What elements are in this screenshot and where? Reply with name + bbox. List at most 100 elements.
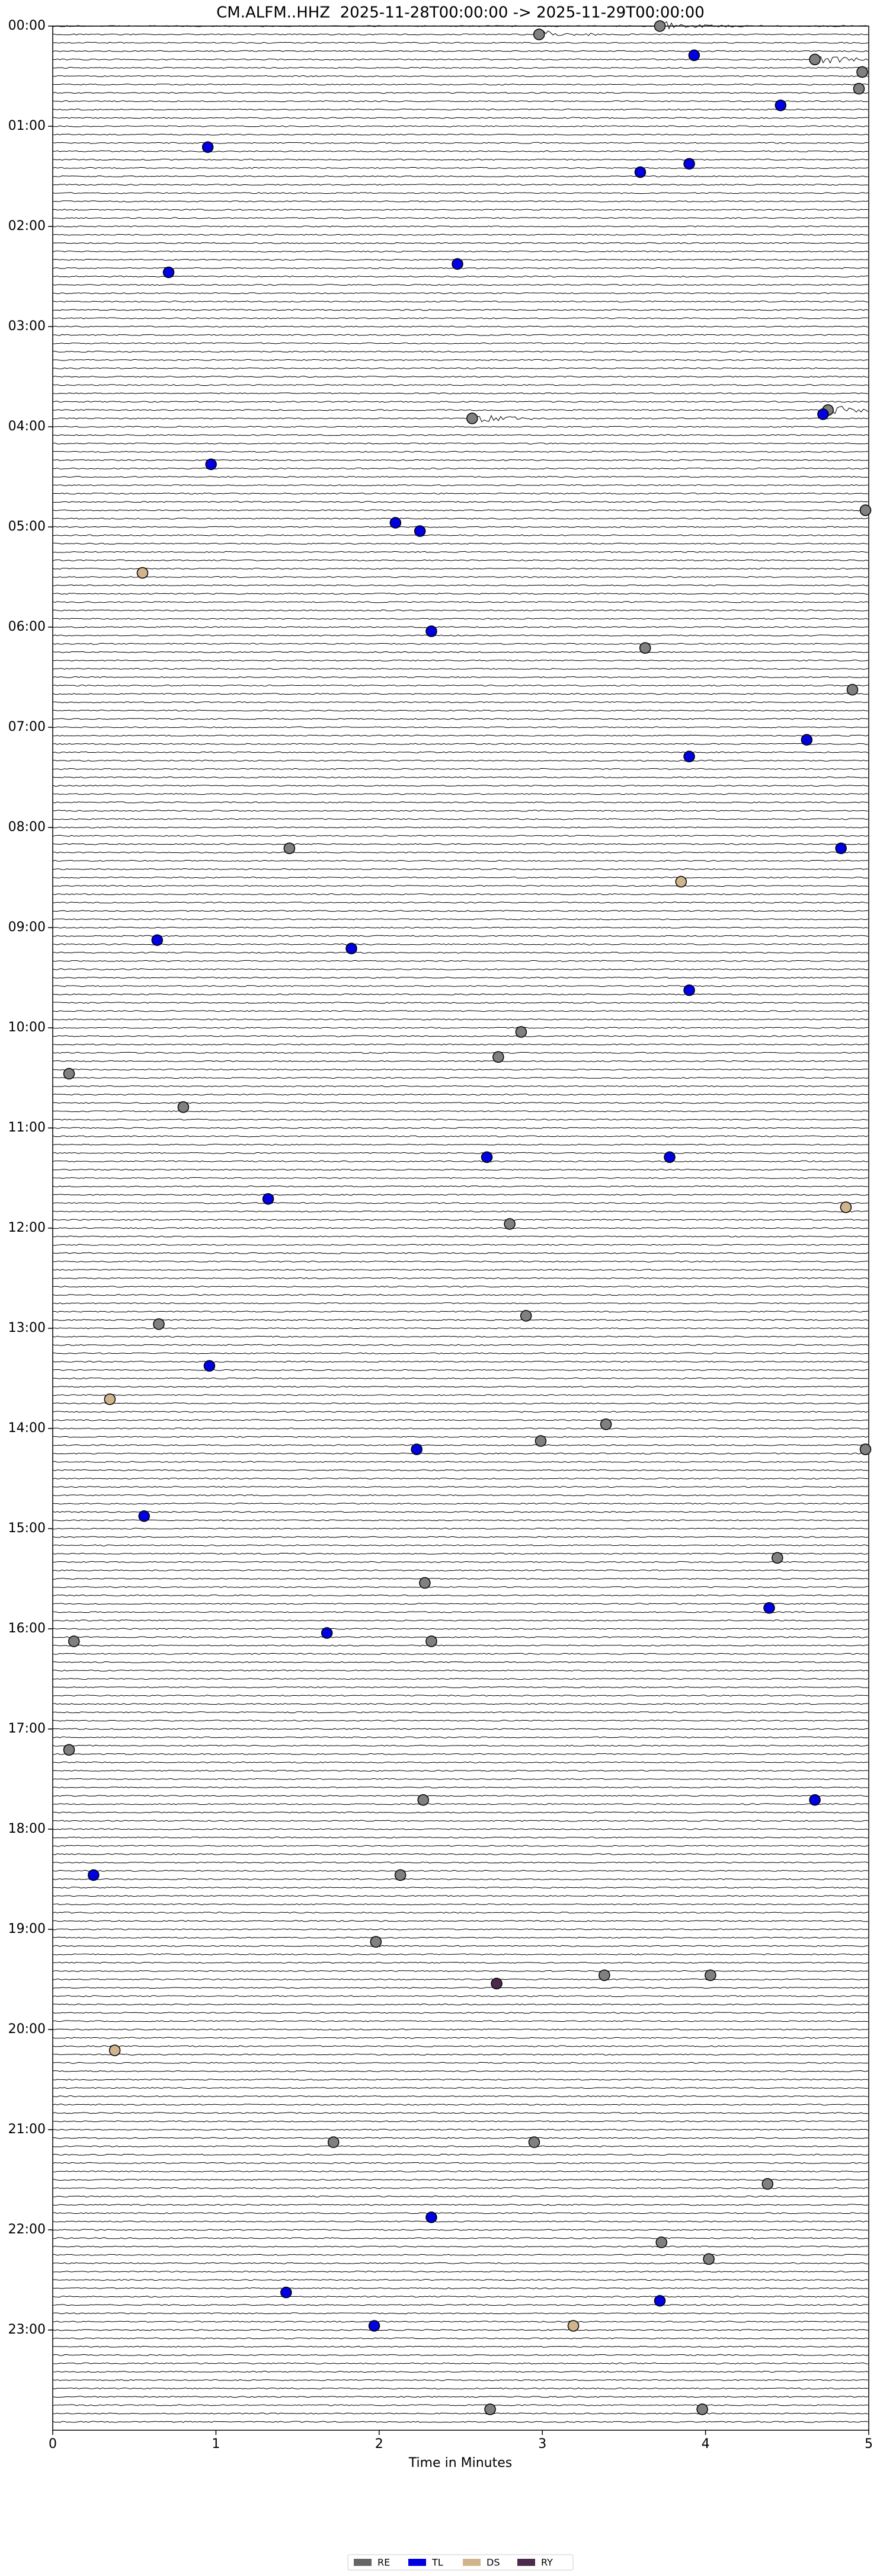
event-marker — [817, 408, 829, 420]
trace-line — [52, 685, 869, 687]
trace-line — [52, 2245, 869, 2248]
event-marker — [345, 942, 357, 954]
trace-line — [52, 1720, 869, 1722]
trace-line — [52, 1319, 869, 1321]
legend-label: RY — [541, 2557, 553, 2568]
trace-line — [52, 2053, 869, 2056]
y-tick-label: 18:00 — [8, 1821, 46, 1836]
trace-line — [52, 209, 869, 211]
trace-line — [52, 968, 869, 970]
trace-line — [52, 133, 869, 136]
event-marker — [664, 1151, 676, 1164]
trace-line — [52, 2062, 869, 2064]
event-marker — [68, 1635, 80, 1647]
trace-line — [52, 2003, 869, 2006]
y-tick-label: 00:00 — [8, 18, 46, 33]
trace-line — [52, 843, 869, 845]
trace-line — [52, 1452, 869, 1455]
x-tick-label: 4 — [702, 2437, 710, 2452]
trace-line — [52, 2329, 869, 2331]
trace-line — [52, 1177, 869, 1180]
trace-line — [52, 1369, 869, 1371]
trace-line — [52, 2195, 869, 2198]
trace-line — [52, 284, 869, 286]
trace-line — [52, 1703, 869, 1705]
trace-line — [52, 542, 869, 545]
trace-line — [52, 117, 869, 119]
event-marker — [504, 1218, 516, 1230]
trace-line — [52, 1536, 869, 1538]
trace-line — [52, 301, 869, 303]
trace-line — [52, 1744, 869, 1747]
trace-line — [52, 2212, 869, 2214]
trace-line — [52, 902, 869, 904]
event-marker — [88, 1869, 100, 1881]
trace-line — [52, 1135, 869, 1137]
trace-line — [52, 367, 869, 369]
trace-line — [52, 1769, 869, 1772]
trace-line — [52, 993, 869, 996]
trace-line — [52, 1486, 869, 1488]
trace-line — [52, 2153, 869, 2156]
event-marker — [201, 141, 214, 153]
trace-line — [52, 1219, 869, 1221]
event-marker — [104, 1393, 116, 1405]
trace-line — [52, 2028, 869, 2031]
event-marker — [535, 1435, 547, 1447]
trace-line — [52, 1302, 869, 1305]
event-marker — [675, 875, 687, 888]
trace-line — [52, 2078, 869, 2081]
trace-line — [52, 175, 869, 178]
event-marker — [153, 1318, 165, 1330]
event-marker — [162, 266, 175, 279]
trace-line — [52, 2037, 869, 2039]
trace-line — [52, 1577, 869, 1580]
trace-line — [52, 1118, 869, 1121]
trace-line — [52, 1552, 869, 1555]
trace-line — [52, 526, 869, 528]
trace-line — [52, 1511, 869, 1513]
trace-line — [52, 776, 869, 779]
trace-line — [52, 768, 869, 770]
trace-line — [52, 1786, 869, 1789]
trace-line — [52, 1503, 869, 1505]
trace-line — [52, 1060, 869, 1062]
trace-line — [52, 217, 869, 219]
trace-line — [52, 92, 869, 94]
trace-line — [53, 1953, 869, 1955]
trace-line — [52, 1653, 869, 1655]
trace-line — [52, 350, 869, 353]
trace-line — [52, 1711, 869, 1714]
trace-line — [52, 593, 869, 595]
trace-line — [52, 242, 869, 244]
trace-line — [52, 1360, 869, 1363]
trace-line — [52, 30, 869, 37]
trace-line — [52, 759, 869, 762]
event-marker — [205, 458, 217, 471]
trace-line — [52, 2254, 869, 2256]
trace-line — [52, 951, 869, 954]
trace-line — [52, 1102, 869, 1104]
event-marker — [809, 1794, 821, 1806]
event-marker — [856, 66, 868, 78]
trace-line — [52, 1895, 869, 1897]
trace-line — [52, 1519, 869, 1522]
trace-line — [52, 918, 869, 921]
event-marker — [763, 1602, 775, 1614]
trace-line — [52, 1411, 869, 1413]
trace-line — [52, 1286, 869, 1288]
trace-line — [52, 551, 869, 553]
y-tick-label: 04:00 — [8, 419, 46, 434]
trace-line — [52, 651, 869, 653]
x-tick-label: 5 — [865, 2437, 873, 2452]
trace-line — [52, 1477, 869, 1480]
trace-line — [52, 2220, 869, 2223]
trace-line — [52, 609, 869, 612]
trace-line — [52, 2388, 869, 2390]
y-tick-label: 06:00 — [8, 619, 46, 634]
event-marker — [425, 1635, 437, 1647]
trace-line — [52, 1311, 869, 1313]
trace-line — [52, 1444, 869, 1446]
trace-line — [52, 200, 869, 203]
trace-line — [52, 1594, 869, 1597]
